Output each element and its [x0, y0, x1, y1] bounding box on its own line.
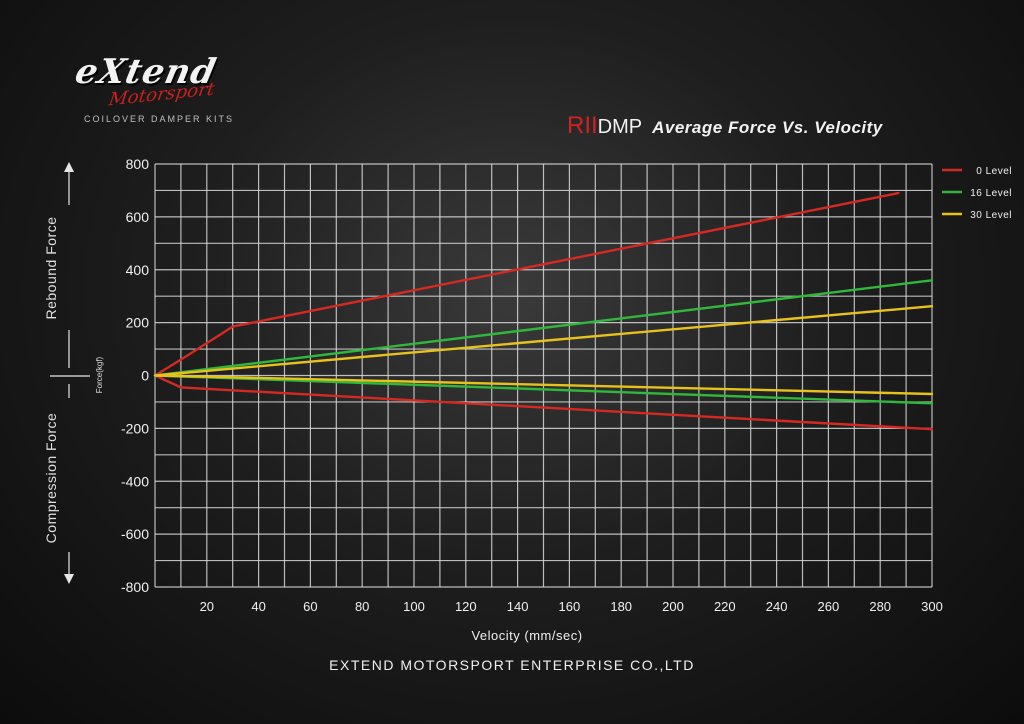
x-tick-label: 80 — [355, 599, 369, 614]
y-tick-label: 800 — [126, 156, 150, 172]
x-tick-label: 240 — [766, 599, 788, 614]
x-tick-label: 100 — [403, 599, 425, 614]
y-tick-label: -600 — [121, 526, 149, 542]
rebound-arrow-head — [64, 162, 74, 172]
x-axis-label: Velocity (mm/sec) — [471, 628, 582, 643]
x-tick-label: 300 — [921, 599, 943, 614]
y-tick-label: 200 — [126, 315, 150, 331]
x-tick-label: 280 — [869, 599, 891, 614]
legend-label: 30 Level — [970, 210, 1012, 221]
y-tick-label: 400 — [126, 262, 150, 278]
x-tick-label: 180 — [610, 599, 632, 614]
y-tick-label: 600 — [126, 209, 150, 225]
x-tick-label: 120 — [455, 599, 477, 614]
title-model: RII — [567, 112, 598, 139]
x-tick-label: 160 — [559, 599, 581, 614]
x-tick-label: 140 — [507, 599, 529, 614]
chart-grid — [154, 163, 933, 588]
brand-tagline: COILOVER DAMPER KITS — [84, 114, 235, 124]
y-axis-label: Force(kgf) — [95, 356, 104, 393]
legend-label: 0 Level — [976, 166, 1012, 177]
series-0-level-compression-line — [153, 374, 934, 431]
y-tick-label: -800 — [121, 579, 149, 595]
legend-label: 16 Level — [970, 188, 1012, 199]
y-tick-label: 0 — [141, 368, 149, 384]
x-tick-label: 220 — [714, 599, 736, 614]
series-16-level-compression-line — [153, 374, 934, 405]
series-30-level-compression-line — [153, 374, 934, 396]
footer-company: EXTEND MOTORSPORT ENTERPRISE CO.,LTD — [329, 657, 695, 673]
chart-series — [153, 191, 934, 431]
chart-title: RIIDMP Average Force Vs. Velocity — [567, 112, 883, 140]
title-type: DMP — [597, 116, 643, 138]
x-tick-label: 40 — [251, 599, 265, 614]
y-tick-label: -200 — [121, 420, 149, 436]
compression-arrow-head — [64, 574, 74, 584]
series-0-level-rebound-line — [153, 191, 900, 377]
x-tick-label: 20 — [200, 599, 214, 614]
x-tick-label: 260 — [818, 599, 840, 614]
axis-tick-labels: 800 600 400 200 0 -200 -400 -600 -800 20 40 60 80 100… — [121, 156, 943, 614]
series-16-level-rebound-line — [153, 279, 934, 377]
x-tick-label: 60 — [303, 599, 317, 614]
y-tick-label: -400 — [121, 473, 149, 489]
title-text: Average Force Vs. Velocity — [652, 118, 883, 137]
brand-logo: eXtend Motorsport COILOVER DAMPER KITS — [70, 44, 290, 134]
x-tick-label: 200 — [662, 599, 684, 614]
side-arrows — [50, 162, 90, 584]
chart-legend: 0 Level 16 Level 30 Level — [942, 166, 1012, 221]
series-30-level-rebound-line — [153, 305, 934, 377]
